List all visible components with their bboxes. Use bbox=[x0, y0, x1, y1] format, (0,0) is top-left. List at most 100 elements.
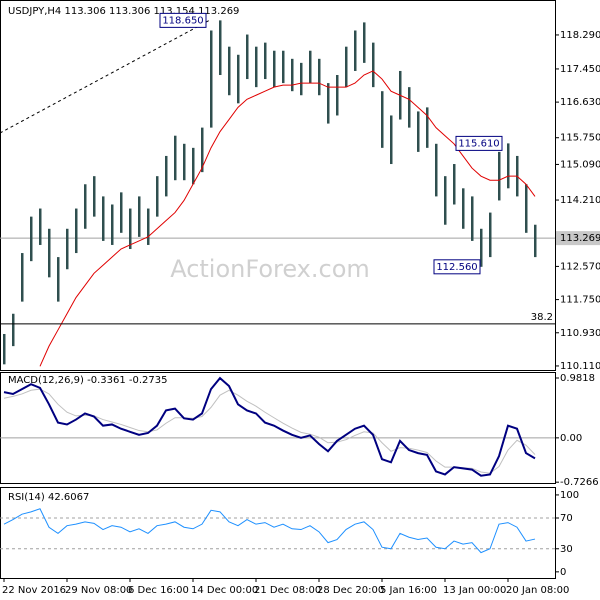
price-bar bbox=[426, 107, 429, 148]
x-tick-label: 20 Jan 08:00 bbox=[506, 585, 569, 596]
price-bar bbox=[318, 58, 321, 96]
price-bar bbox=[246, 34, 249, 80]
y-tick-label: -0.7266 bbox=[560, 477, 599, 488]
price-bar bbox=[219, 20, 222, 76]
price-bar bbox=[165, 155, 168, 197]
price-bar bbox=[264, 42, 267, 80]
y-tick-label: 0 bbox=[560, 567, 566, 578]
price-bar bbox=[471, 196, 474, 241]
price-bar bbox=[183, 143, 186, 181]
price-bar bbox=[147, 208, 150, 245]
current-price-box bbox=[556, 231, 600, 246]
x-tick-label: 21 Dec 08:00 bbox=[254, 585, 321, 596]
price-bar bbox=[273, 50, 276, 88]
rsi-title: RSI(14) 42.6067 bbox=[8, 492, 89, 503]
price-bar bbox=[309, 50, 312, 84]
price-bar bbox=[498, 151, 501, 201]
y-tick-label: 118.290 bbox=[560, 30, 600, 41]
price-bar bbox=[57, 257, 60, 302]
y-tick-label: 115.090 bbox=[560, 159, 600, 170]
price-bar bbox=[282, 50, 285, 84]
y-tick-label: 116.630 bbox=[560, 97, 600, 108]
price-bar bbox=[381, 91, 384, 148]
rsi-panel bbox=[0, 487, 556, 579]
x-tick-label: 6 Dec 16:00 bbox=[128, 585, 189, 596]
macd-title: MACD(12,26,9) -0.3361 -0.2735 bbox=[8, 375, 168, 386]
price-bar bbox=[237, 54, 240, 104]
price-title: USDJPY,H4 113.306 113.306 113.154 113.26… bbox=[8, 6, 239, 17]
watermark: ActionForex.com bbox=[170, 255, 370, 283]
macd-panel bbox=[0, 372, 556, 484]
price-bar bbox=[192, 147, 195, 185]
price-bar bbox=[453, 164, 456, 205]
annotation-box bbox=[159, 12, 207, 28]
indicator-line bbox=[3, 376, 536, 477]
price-bar bbox=[480, 228, 483, 267]
trend-line bbox=[0, 19, 211, 134]
y-tick-label: 30 bbox=[560, 544, 573, 555]
price-bar bbox=[363, 22, 366, 63]
price-bar bbox=[417, 111, 420, 152]
x-tick-label: 5 Jan 16:00 bbox=[380, 585, 437, 596]
y-tick-label: 0.00 bbox=[560, 433, 582, 444]
price-bar bbox=[291, 58, 294, 92]
price-bar bbox=[138, 196, 141, 237]
price-bar bbox=[444, 176, 447, 225]
price-bar bbox=[129, 208, 132, 250]
price-bar bbox=[228, 46, 231, 96]
x-tick-label: 22 Nov 2016 bbox=[2, 585, 66, 596]
y-tick-label: 100 bbox=[560, 490, 579, 501]
price-bar bbox=[345, 46, 348, 88]
fib-label: 38.2 bbox=[531, 312, 553, 323]
price-bar bbox=[210, 30, 213, 128]
y-tick-label: 110.110 bbox=[560, 361, 600, 372]
price-bar bbox=[390, 115, 393, 165]
price-bar bbox=[525, 184, 528, 233]
price-bar bbox=[39, 208, 42, 245]
moving-average bbox=[39, 70, 536, 367]
price-bar bbox=[435, 143, 438, 197]
y-tick-label: 0.9818 bbox=[560, 373, 595, 384]
price-bar bbox=[30, 216, 33, 262]
price-bar bbox=[408, 87, 411, 128]
price-bar bbox=[201, 127, 204, 173]
annotation-label: 118.650 bbox=[162, 15, 203, 26]
price-bar bbox=[174, 135, 177, 181]
price-bar bbox=[66, 228, 69, 270]
price-bar bbox=[372, 42, 375, 88]
price-bar bbox=[534, 224, 537, 258]
x-tick-label: 29 Nov 08:00 bbox=[65, 585, 132, 596]
price-bar bbox=[111, 204, 114, 245]
indicator-line bbox=[3, 508, 536, 554]
x-tick-label: 13 Jan 00:00 bbox=[443, 585, 506, 596]
y-tick-label: 110.930 bbox=[560, 328, 600, 339]
annotation-label: 112.560 bbox=[436, 262, 477, 273]
price-bar bbox=[156, 176, 159, 217]
price-bar bbox=[3, 333, 6, 365]
price-bar bbox=[21, 253, 24, 302]
y-tick-label: 112.570 bbox=[560, 261, 600, 272]
annotation-label: 115.610 bbox=[458, 138, 499, 149]
x-tick-label: 28 Dec 20:00 bbox=[317, 585, 384, 596]
price-bar bbox=[489, 212, 492, 258]
price-bar bbox=[84, 184, 87, 229]
price-bar bbox=[255, 46, 258, 88]
y-tick-label: 117.450 bbox=[560, 64, 600, 75]
annotation-box bbox=[455, 135, 503, 151]
price-bar bbox=[93, 176, 96, 217]
y-tick-label: 115.750 bbox=[560, 133, 600, 144]
price-bar bbox=[120, 192, 123, 233]
price-bar bbox=[102, 196, 105, 241]
y-tick-label: 70 bbox=[560, 513, 573, 524]
price-bar bbox=[300, 62, 303, 96]
price-bar bbox=[336, 75, 339, 116]
y-tick-label: 114.210 bbox=[560, 195, 600, 206]
price-bar bbox=[462, 188, 465, 229]
price-bar bbox=[48, 228, 51, 278]
x-tick-label: 14 Dec 00:00 bbox=[191, 585, 258, 596]
current-price-label: 113.269 bbox=[560, 233, 600, 244]
price-bar bbox=[507, 143, 510, 189]
price-bar bbox=[327, 83, 330, 124]
